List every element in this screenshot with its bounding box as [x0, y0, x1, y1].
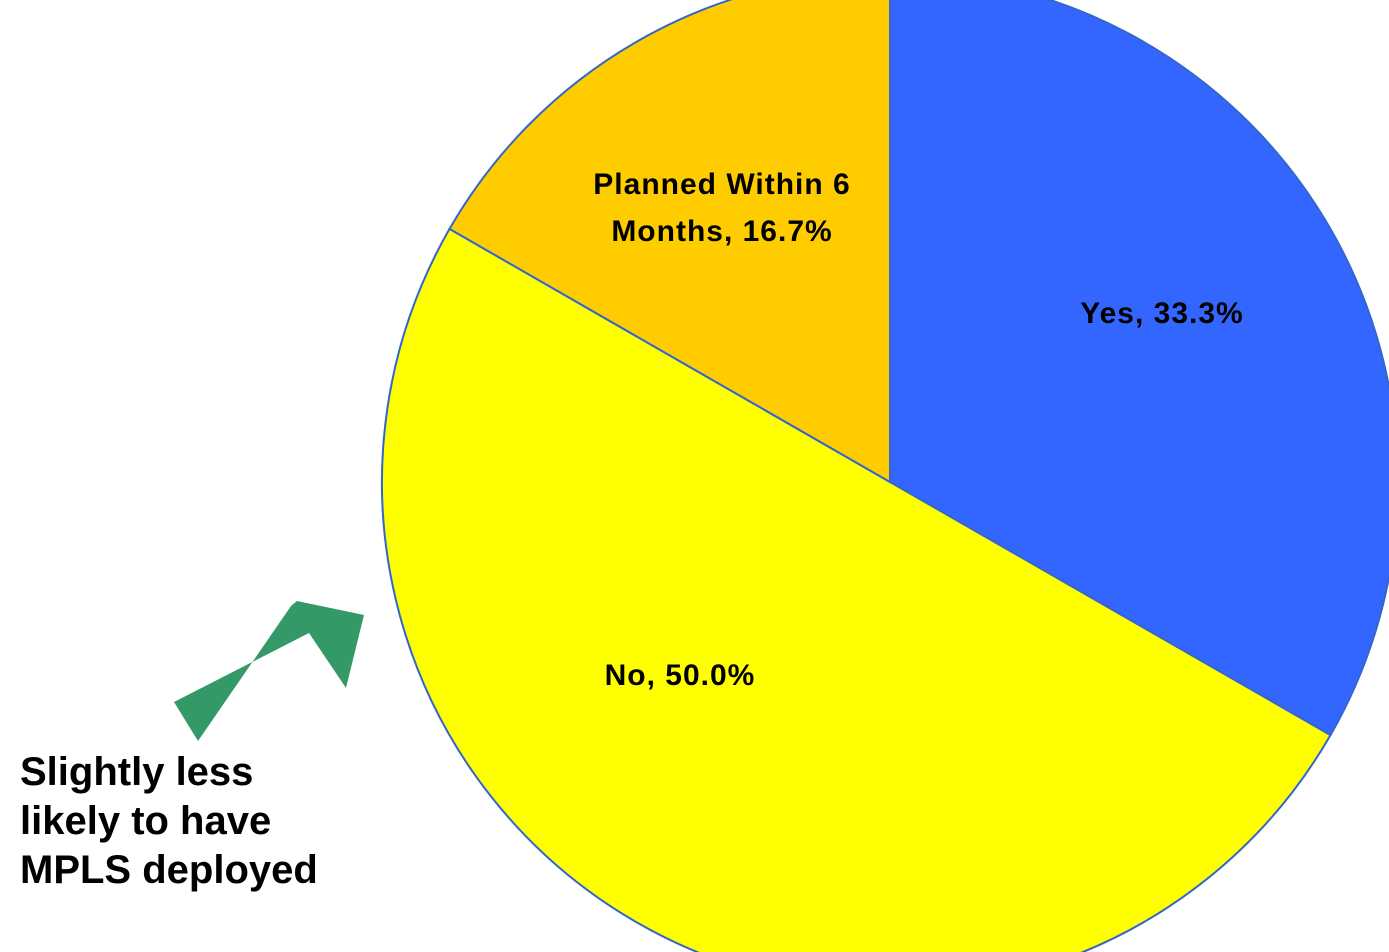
callout-line-1: Slightly less	[20, 750, 254, 794]
pie-slice-yes	[889, 0, 1389, 737]
callout-line-2: likely to have	[20, 799, 272, 843]
pie-label-no: No, 50.0%	[605, 659, 756, 692]
pie-label-line: Planned Within 6	[593, 168, 850, 201]
pie-labels: Yes, 33.3% No, 50.0% Planned Within 6 Month…	[593, 168, 1243, 692]
callout-arrow-icon	[174, 601, 364, 741]
callout-line-3: MPLS deployed	[20, 848, 318, 892]
pie-slices	[381, 0, 1389, 952]
pie-label-planned-within-6-months: Planned Within 6 Months, 16.7%	[593, 168, 850, 248]
pie-label-yes: Yes, 33.3%	[1080, 297, 1243, 330]
pie-slice-planned-within-6-months	[448, 0, 891, 484]
pie-slice-no	[381, 227, 1332, 952]
pie-label-line: Yes, 33.3%	[1080, 297, 1243, 330]
callout-text: Slightly less likely to have MPLS deploy…	[20, 748, 400, 895]
pie-label-line: No, 50.0%	[605, 659, 756, 692]
pie-label-line: Months, 16.7%	[611, 215, 832, 248]
